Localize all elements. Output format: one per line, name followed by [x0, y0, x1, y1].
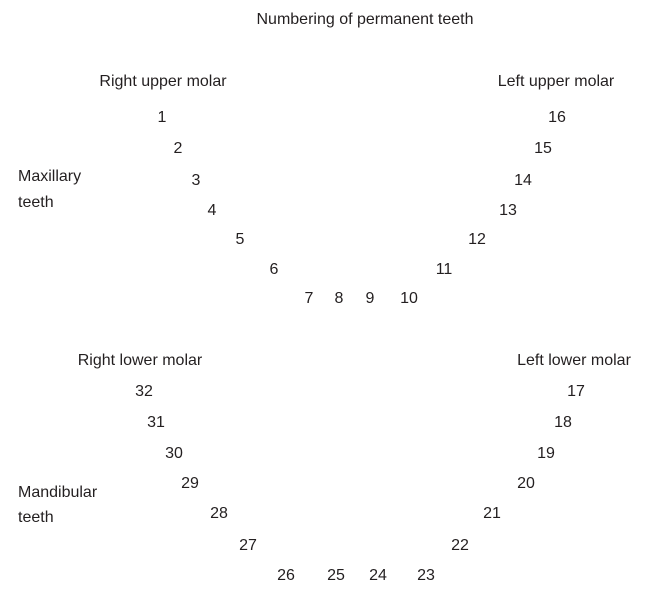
tooth-number: 32 [135, 383, 153, 400]
tooth-number: 12 [468, 231, 486, 248]
tooth-number: 9 [366, 290, 375, 307]
tooth-number: 14 [514, 172, 532, 189]
tooth-number: 28 [210, 505, 228, 522]
tooth-number: 10 [400, 290, 418, 307]
tooth-number: 7 [305, 290, 314, 307]
tooth-number: 6 [270, 261, 279, 278]
group-label: Mandibular [18, 484, 98, 501]
tooth-number: 4 [208, 202, 217, 219]
tooth-number: 31 [147, 414, 165, 431]
tooth-number: 15 [534, 140, 552, 157]
tooth-number: 29 [181, 475, 199, 492]
tooth-number: 30 [165, 445, 183, 462]
tooth-number: 13 [499, 202, 517, 219]
tooth-number: 22 [451, 537, 469, 554]
tooth-number: 23 [417, 567, 435, 584]
tooth-number: 2 [174, 140, 183, 157]
group-label: teeth [18, 509, 54, 526]
quadrant-label: Right lower molar [78, 352, 203, 369]
quadrant-label: Right upper molar [99, 73, 227, 90]
tooth-number: 17 [567, 383, 585, 400]
tooth-number: 16 [548, 109, 566, 126]
quadrant-label: Left lower molar [517, 352, 631, 369]
tooth-number: 18 [554, 414, 572, 431]
tooth-number: 24 [369, 567, 387, 584]
tooth-number: 1 [158, 109, 167, 126]
tooth-number: 3 [192, 172, 201, 189]
tooth-number: 8 [335, 290, 344, 307]
tooth-number: 26 [277, 567, 295, 584]
tooth-number: 5 [236, 231, 245, 248]
tooth-number: 21 [483, 505, 501, 522]
tooth-number: 25 [327, 567, 345, 584]
quadrant-label: Left upper molar [498, 73, 615, 90]
tooth-number: 19 [537, 445, 555, 462]
group-label: Maxillary [18, 168, 81, 185]
title: Numbering of permanent teeth [256, 11, 473, 28]
tooth-number: 11 [436, 261, 453, 278]
tooth-number: 20 [517, 475, 535, 492]
tooth-number: 27 [239, 537, 257, 554]
group-label: teeth [18, 194, 54, 211]
